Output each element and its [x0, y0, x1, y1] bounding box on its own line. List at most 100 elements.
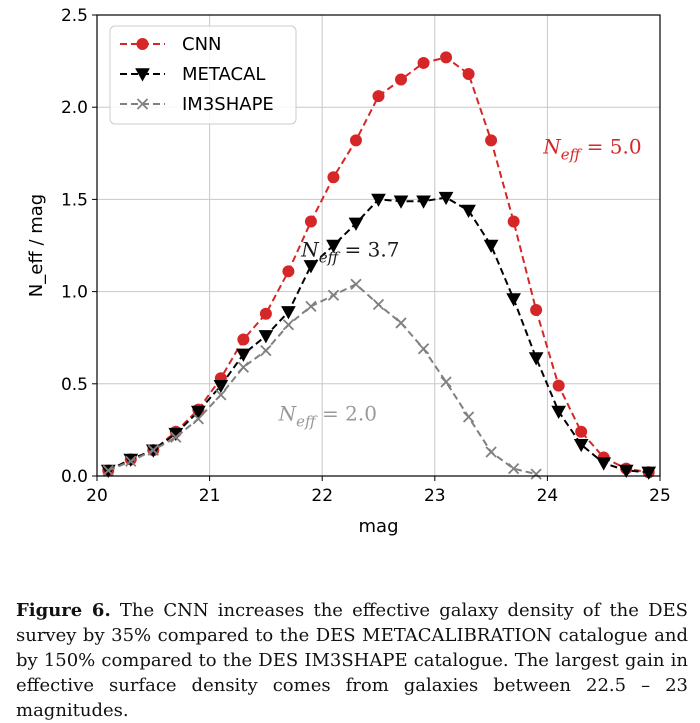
data-point-cnn	[417, 56, 430, 69]
data-point-cnn	[259, 307, 272, 320]
y-tick-label: 2.0	[61, 98, 88, 118]
data-point-im3shape	[282, 319, 295, 331]
legend-label: IM3SHAPE	[182, 94, 274, 115]
x-marker-stroke	[372, 298, 385, 311]
legend-item-cnn: CNN	[120, 34, 222, 55]
data-point-cnn	[507, 215, 520, 228]
data-point-metacal	[213, 379, 229, 394]
data-point-metacal	[438, 191, 454, 206]
data-point-im3shape	[125, 455, 137, 467]
data-point-im3shape	[327, 289, 340, 301]
data-point-cnn	[575, 425, 588, 438]
x-marker-stroke	[215, 389, 227, 401]
data-point-im3shape	[395, 317, 407, 329]
data-point-im3shape	[305, 300, 317, 312]
x-marker-stroke	[462, 411, 475, 423]
data-point-metacal	[416, 195, 431, 209]
data-point-cnn	[485, 134, 498, 147]
data-point-cnn	[395, 73, 408, 86]
data-point-metacal	[258, 330, 274, 344]
x-marker-stroke	[102, 464, 114, 477]
data-point-cnn	[462, 68, 475, 81]
data-point-metacal	[641, 466, 657, 480]
data-point-metacal	[326, 239, 341, 254]
x-marker-stroke	[282, 319, 295, 331]
chart: 20 21 22 23 24 25 0.0 0.5 1.0 1.5 2.0 2.5 mag N_eff /…	[26, 6, 671, 537]
legend: CNN METACAL IM3SHAPE	[109, 25, 297, 125]
data-point-im3shape	[462, 411, 475, 423]
x-marker-stroke	[350, 278, 362, 290]
x-tick-label: 22	[311, 486, 333, 506]
x-marker-stroke	[507, 462, 520, 475]
data-point-im3shape	[417, 343, 430, 355]
x-marker-stroke	[260, 344, 272, 357]
data-point-im3shape	[147, 444, 159, 456]
x-tick-label: 21	[199, 486, 221, 506]
legend-marker	[136, 98, 149, 110]
data-point-metacal	[573, 438, 589, 453]
data-point-im3shape	[260, 344, 272, 357]
x-marker-stroke	[237, 361, 250, 373]
data-point-metacal	[393, 195, 409, 209]
data-point-im3shape	[237, 361, 250, 373]
neff-annotation: Neff = 3.7	[300, 238, 399, 267]
data-point-metacal	[190, 405, 206, 419]
y-tick-label: 0.0	[61, 467, 88, 487]
legend-marker	[135, 68, 150, 82]
data-point-im3shape	[350, 278, 362, 290]
data-point-cnn	[440, 51, 453, 64]
data-point-im3shape	[215, 389, 227, 401]
data-point-cnn	[552, 379, 565, 392]
data-point-metacal	[618, 464, 634, 478]
plot-frame	[96, 14, 661, 477]
data-point-im3shape	[372, 298, 385, 311]
y-tick-label: 1.5	[61, 190, 88, 210]
x-tick-label: 24	[537, 486, 559, 506]
data-point-cnn	[530, 304, 543, 317]
data-point-metacal	[461, 204, 476, 218]
legend-label: METACAL	[182, 64, 265, 85]
data-point-cnn	[349, 134, 362, 147]
data-point-metacal	[371, 193, 386, 207]
neff-annotation: Neff = 2.0	[278, 402, 377, 431]
figure-caption: Figure 6. The CNN increases the effectiv…	[16, 598, 688, 723]
y-tick-label: 1.0	[61, 283, 88, 303]
data-point-metacal	[281, 306, 296, 320]
data-point-im3shape	[507, 462, 520, 475]
data-point-metacal	[506, 293, 521, 307]
x-marker-stroke	[485, 446, 497, 458]
x-marker-stroke	[136, 98, 149, 110]
x-tick-label: 25	[649, 486, 671, 506]
x-tick-label: 20	[86, 486, 108, 506]
data-point-metacal	[348, 217, 364, 231]
x-marker-stroke	[530, 468, 542, 480]
x-marker-stroke	[170, 431, 182, 443]
data-point-metacal	[596, 457, 612, 471]
x-marker-stroke	[417, 343, 430, 355]
data-point-metacal	[528, 352, 544, 366]
data-point-im3shape	[485, 446, 497, 458]
y-tick-label: 2.5	[61, 6, 88, 26]
y-axis-label: N_eff / mag	[26, 194, 47, 297]
data-point-metacal	[551, 405, 567, 419]
x-marker-stroke	[327, 289, 340, 301]
data-point-cnn	[304, 215, 317, 228]
legend-marker	[136, 38, 149, 50]
x-axis-label: mag	[359, 516, 399, 537]
x-marker-stroke	[125, 455, 137, 467]
caption-label: Figure 6.	[16, 600, 111, 621]
x-marker-stroke	[395, 317, 407, 329]
legend-item-im3shape: IM3SHAPE	[120, 94, 274, 115]
data-point-im3shape	[102, 464, 114, 477]
data-point-metacal	[236, 348, 251, 362]
x-marker-stroke	[147, 444, 159, 456]
legend-label: CNN	[182, 34, 222, 55]
data-point-metacal	[303, 260, 319, 274]
data-point-im3shape	[192, 413, 204, 425]
x-tick-label: 23	[424, 486, 446, 506]
legend-frame	[109, 25, 297, 125]
legend-item-metacal: METACAL	[120, 64, 265, 85]
data-point-cnn	[372, 90, 385, 103]
x-marker-stroke	[440, 376, 452, 388]
caption-text: The CNN increases the effective galaxy d…	[16, 600, 688, 721]
